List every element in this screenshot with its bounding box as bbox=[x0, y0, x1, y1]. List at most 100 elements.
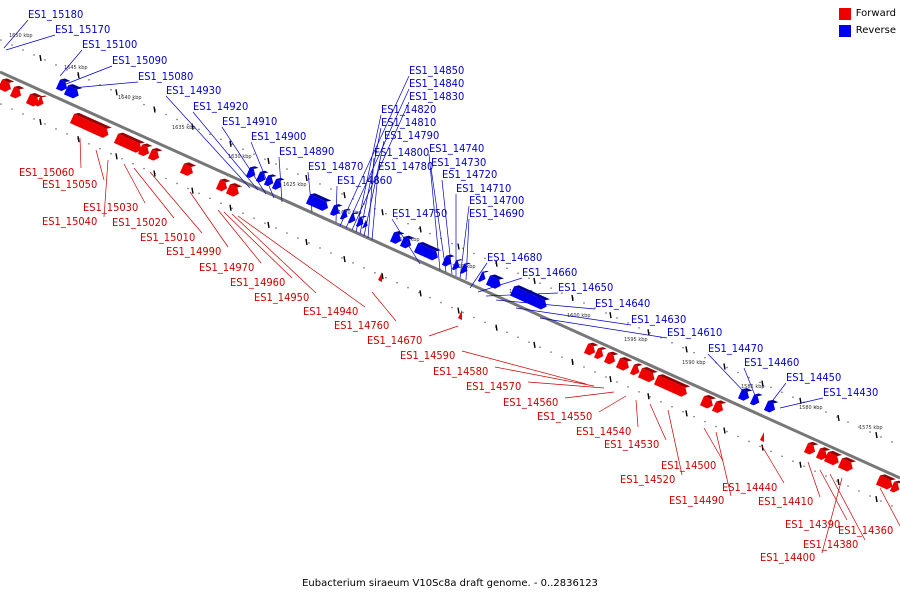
scale-tick bbox=[39, 118, 42, 126]
forward-gene-label[interactable]: ES1_14990 bbox=[166, 245, 221, 258]
scale-tick bbox=[571, 358, 574, 366]
reverse-gene-label[interactable]: ES1_14630 bbox=[631, 313, 686, 326]
forward-gene-label[interactable]: ES1_14960 bbox=[230, 276, 285, 289]
forward-gene-label[interactable]: ES1_15040 bbox=[42, 215, 97, 228]
forward-gene-label[interactable]: ES1_15020 bbox=[112, 216, 167, 229]
reverse-gene-label[interactable]: ES1_14810 bbox=[381, 116, 436, 129]
scale-dot bbox=[770, 450, 772, 453]
reverse-gene-label[interactable]: ES1_15180 bbox=[28, 8, 83, 21]
scale-dot bbox=[220, 138, 222, 141]
reverse-gene-label[interactable]: ES1_14660 bbox=[522, 266, 577, 279]
reverse-gene-label[interactable]: ES1_14720 bbox=[442, 168, 497, 181]
leader-line bbox=[217, 209, 262, 264]
reverse-gene-label[interactable]: ES1_14750 bbox=[392, 207, 447, 220]
reverse-gene-label[interactable]: ES1_14610 bbox=[667, 326, 722, 339]
forward-gene-label[interactable]: ES1_15050 bbox=[42, 178, 97, 191]
scale-dot bbox=[22, 113, 24, 115]
reverse-gene-label[interactable]: ES1_14730 bbox=[431, 156, 486, 169]
scale-dot bbox=[682, 410, 684, 413]
scale-dot bbox=[539, 346, 541, 348]
scale-dot bbox=[198, 128, 200, 131]
forward-gene-label[interactable]: ES1_14550 bbox=[537, 410, 592, 423]
scale-dot bbox=[110, 89, 112, 91]
reverse-gene-label[interactable]: ES1_14930 bbox=[166, 84, 221, 97]
reverse-gene-label[interactable]: ES1_15080 bbox=[138, 70, 193, 83]
reverse-gene-label[interactable]: ES1_14780 bbox=[378, 160, 433, 173]
reverse-gene-label[interactable]: ES1_14650 bbox=[558, 281, 613, 294]
leader-line bbox=[3, 19, 29, 49]
scale-dot bbox=[429, 296, 431, 299]
forward-gene-label[interactable]: ES1_15060 bbox=[19, 166, 74, 179]
forward-gene-label[interactable]: ES1_14410 bbox=[758, 495, 813, 508]
reverse-gene-label[interactable]: ES1_14860 bbox=[337, 174, 392, 187]
forward-gene-label[interactable]: ES1_14580 bbox=[433, 365, 488, 378]
reverse-gene-block bbox=[263, 174, 277, 187]
forward-gene-label[interactable]: ES1_14490 bbox=[669, 494, 724, 507]
reverse-gene-block bbox=[55, 78, 71, 92]
scale-dot bbox=[814, 406, 816, 408]
forward-gene-block bbox=[137, 143, 153, 157]
leader-line bbox=[428, 325, 459, 337]
reverse-gene-label[interactable]: ES1_14890 bbox=[279, 145, 334, 158]
reverse-gene-label[interactable]: ES1_14910 bbox=[222, 115, 277, 128]
reverse-gene-label[interactable]: ES1_15170 bbox=[55, 23, 110, 36]
reverse-gene-label[interactable]: ES1_14680 bbox=[487, 251, 542, 264]
reverse-gene-label[interactable]: ES1_14840 bbox=[409, 77, 464, 90]
reverse-gene-label[interactable]: ES1_14460 bbox=[744, 356, 799, 369]
scale-tick bbox=[115, 153, 118, 160]
forward-gene-label[interactable]: ES1_14560 bbox=[503, 396, 558, 409]
scale-dot bbox=[143, 103, 145, 106]
reverse-gene-label[interactable]: ES1_14850 bbox=[409, 64, 464, 77]
scale-dot bbox=[352, 262, 354, 264]
forward-gene-label[interactable]: ES1_14380 bbox=[803, 538, 858, 551]
forward-gene-label[interactable]: ES1_14520 bbox=[620, 473, 675, 486]
reverse-gene-label[interactable]: ES1_14870 bbox=[308, 160, 363, 173]
reverse-gene-label[interactable]: ES1_15090 bbox=[112, 54, 167, 67]
scale-dot bbox=[539, 282, 541, 284]
scale-dot bbox=[341, 257, 343, 259]
forward-gene-label[interactable]: ES1_14360 bbox=[838, 524, 893, 537]
forward-gene-label[interactable]: ES1_14670 bbox=[367, 334, 422, 347]
scale-dot bbox=[407, 286, 409, 289]
forward-gene-label[interactable]: ES1_14400 bbox=[760, 551, 815, 564]
forward-gene-label[interactable]: ES1_14950 bbox=[254, 291, 309, 304]
reverse-gene-label[interactable]: ES1_14920 bbox=[193, 100, 248, 113]
reverse-gene-label[interactable]: ES1_15100 bbox=[82, 38, 137, 51]
scale-tick bbox=[381, 273, 384, 280]
reverse-gene-label[interactable]: ES1_14690 bbox=[469, 207, 524, 220]
forward-gene-label[interactable]: ES1_14500 bbox=[661, 459, 716, 472]
forward-gene-label[interactable]: ES1_14440 bbox=[722, 481, 777, 494]
scale-dot bbox=[429, 232, 431, 235]
reverse-gene-label[interactable]: ES1_14830 bbox=[409, 90, 464, 103]
reverse-gene-label[interactable]: ES1_14790 bbox=[384, 129, 439, 142]
scale-dot bbox=[66, 69, 68, 71]
reverse-gene-label[interactable]: ES1_14430 bbox=[823, 386, 878, 399]
scale-dot bbox=[891, 441, 893, 443]
scale-dot bbox=[660, 337, 662, 339]
reverse-gene-label[interactable]: ES1_14900 bbox=[251, 130, 306, 143]
forward-gene-label[interactable]: ES1_14570 bbox=[466, 380, 521, 393]
scale-tick bbox=[723, 363, 726, 370]
leader-line bbox=[469, 262, 488, 289]
forward-gene-label[interactable]: ES1_14590 bbox=[400, 349, 455, 362]
reverse-gene-label[interactable]: ES1_14800 bbox=[374, 146, 429, 159]
forward-gene-block bbox=[699, 394, 717, 409]
forward-gene-label[interactable]: ES1_15030 bbox=[83, 201, 138, 214]
forward-gene-label[interactable]: ES1_14530 bbox=[604, 438, 659, 451]
forward-gene-label[interactable]: ES1_14760 bbox=[334, 319, 389, 332]
scale-dot bbox=[561, 356, 563, 358]
scale-tick bbox=[875, 495, 878, 503]
forward-gene-label[interactable]: ES1_14540 bbox=[576, 425, 631, 438]
reverse-gene-label[interactable]: ES1_14710 bbox=[456, 182, 511, 195]
reverse-gene-label[interactable]: ES1_14820 bbox=[381, 103, 436, 116]
forward-gene-label[interactable]: ES1_15010 bbox=[140, 231, 195, 244]
leader-line bbox=[649, 403, 667, 441]
reverse-gene-label[interactable]: ES1_14450 bbox=[786, 371, 841, 384]
forward-gene-label[interactable]: ES1_14390 bbox=[785, 518, 840, 531]
reverse-gene-label[interactable]: ES1_14700 bbox=[469, 194, 524, 207]
forward-gene-label[interactable]: ES1_14940 bbox=[303, 305, 358, 318]
reverse-gene-label[interactable]: ES1_14740 bbox=[429, 142, 484, 155]
reverse-gene-label[interactable]: ES1_14470 bbox=[708, 342, 763, 355]
reverse-gene-label[interactable]: ES1_14640 bbox=[595, 297, 650, 310]
forward-gene-label[interactable]: ES1_14970 bbox=[199, 261, 254, 274]
